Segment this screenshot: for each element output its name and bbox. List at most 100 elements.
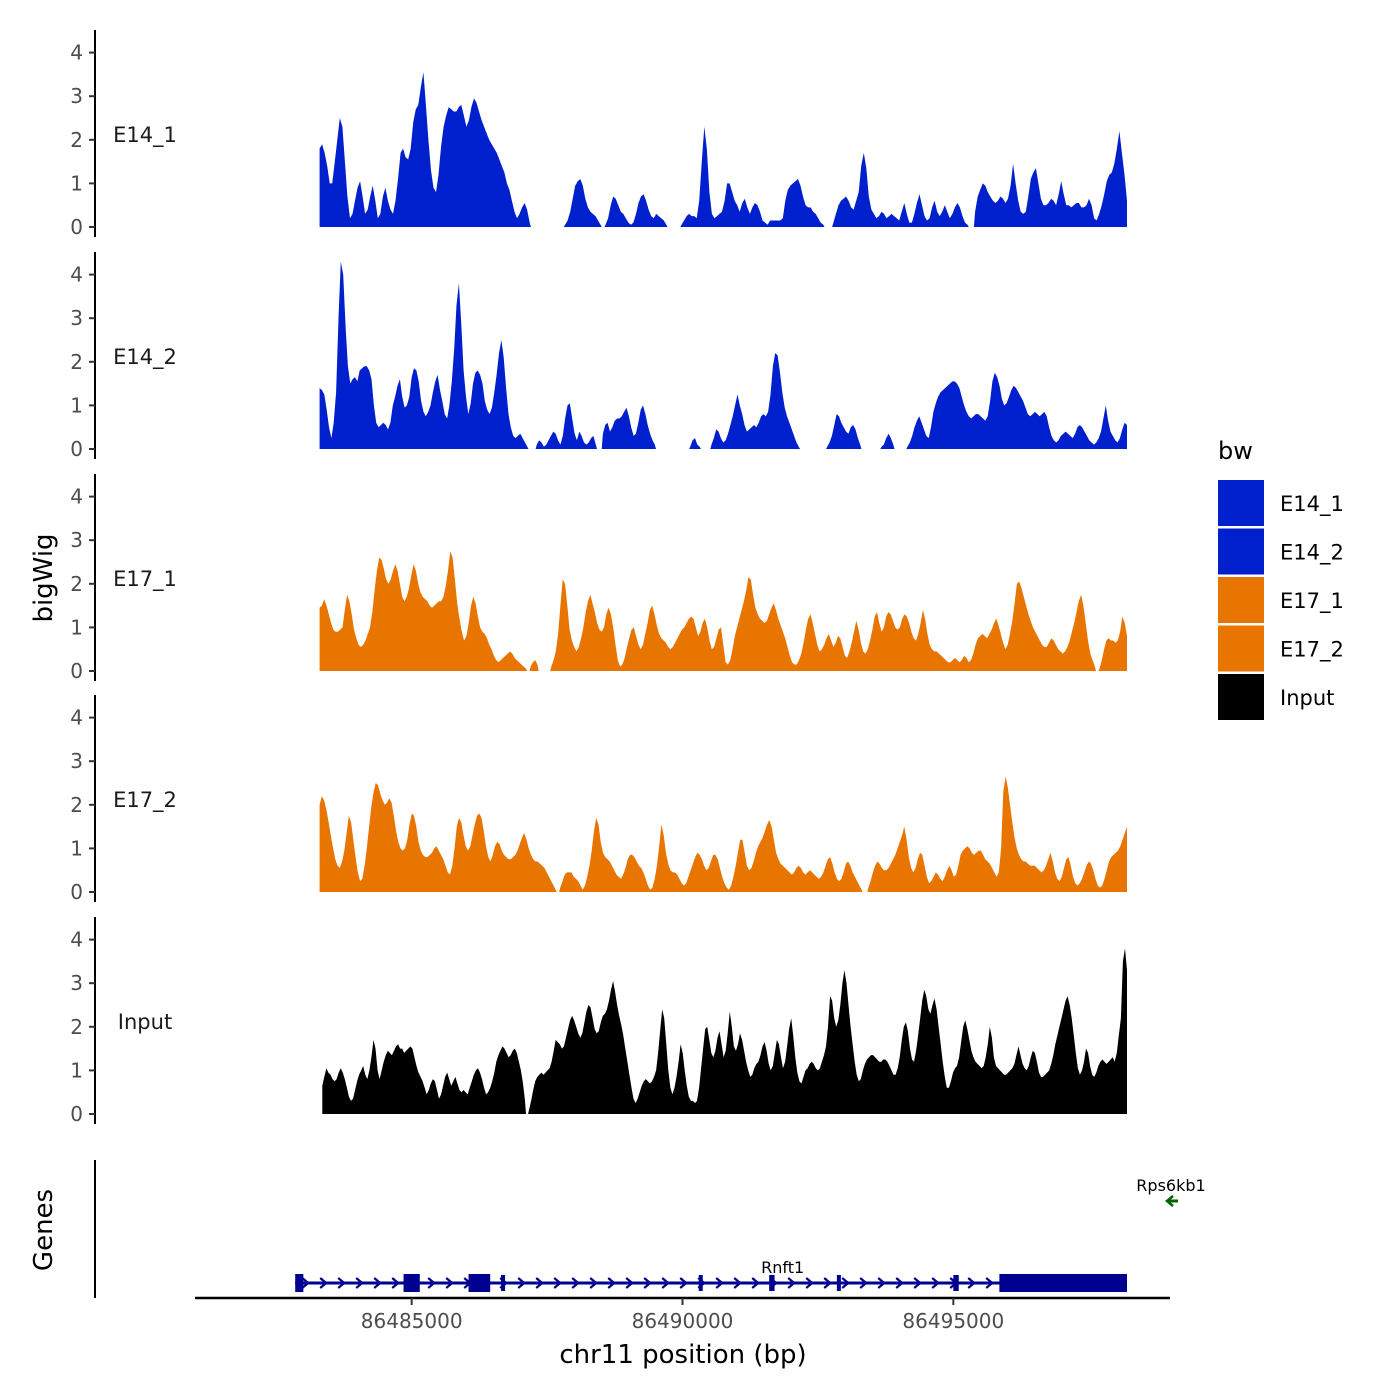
y-tick-label: 1: [70, 836, 83, 860]
strand-arrow: [625, 1277, 634, 1289]
strand-arrow: [877, 1277, 886, 1289]
strand-arrow: [643, 1277, 652, 1289]
legend-title: bw: [1218, 437, 1253, 465]
legend-entry-input: Input: [1218, 674, 1334, 720]
y-tick-label: 2: [70, 128, 83, 152]
y-tick-label: 4: [70, 706, 83, 730]
strand-arrow: [715, 1277, 724, 1289]
y-tick-label: 2: [70, 1015, 83, 1039]
exon: [836, 1275, 841, 1291]
strand-arrow: [823, 1277, 832, 1289]
y-tick-label: 0: [70, 880, 83, 904]
genes-panel: Rnft1 Rps6kb1: [94, 1160, 1206, 1298]
exon: [295, 1274, 304, 1292]
exon: [999, 1274, 1127, 1292]
y-tick-label: 2: [70, 350, 83, 374]
legend: E14_1 E14_2 E17_1 E17_2 Input: [1218, 480, 1344, 720]
strand-arrow: [751, 1277, 760, 1289]
exon: [403, 1274, 420, 1292]
legend-key: [1218, 528, 1264, 575]
strand-arrow: [607, 1277, 616, 1289]
gene-label: Rps6kb1: [1136, 1176, 1205, 1195]
y-axis-title: bigWig: [29, 533, 59, 622]
exon: [698, 1275, 703, 1291]
strand-arrow: [301, 1277, 310, 1289]
strand-arrow: [859, 1277, 868, 1289]
legend-key: [1218, 577, 1264, 623]
strand-arrow: [967, 1277, 976, 1289]
x-axis-title: chr11 position (bp): [559, 1340, 806, 1370]
track-e14-2: 0 1 2 3 4 E14_2: [70, 252, 1128, 461]
strand-arrow: [985, 1277, 994, 1289]
strand-arrow: [571, 1277, 580, 1289]
strand-arrow: [373, 1277, 382, 1289]
x-axis: 86485000 86490000 86495000: [195, 1296, 1170, 1333]
signal-tracks: 0 1 2 3 4 E14_1 0 1 2 3 4 E14_2 0 1 2 3 4 E17_1 0 1 2 3 4 E17_2…: [70, 30, 1128, 1126]
gene-rps6kb1: Rps6kb1: [1136, 1176, 1206, 1207]
y-tick-label: 4: [70, 928, 83, 952]
y-tick-label: 1: [70, 615, 83, 639]
track-e17-2: 0 1 2 3 4 E17_2: [70, 695, 1128, 904]
signal-area-input: [322, 948, 1127, 1114]
strand-arrow: [913, 1277, 922, 1289]
strand-arrow: [679, 1277, 688, 1289]
strand-arrow: [661, 1277, 670, 1289]
y-tick-label: 3: [70, 528, 83, 552]
legend-key: [1218, 480, 1264, 526]
exon: [501, 1275, 506, 1291]
strand-arrow: [355, 1277, 364, 1289]
exon: [468, 1274, 491, 1292]
track-e17-1: 0 1 2 3 4 E17_1: [70, 474, 1128, 683]
exon: [953, 1275, 959, 1291]
y-tick-label: 0: [70, 437, 83, 461]
y-tick-label: 3: [70, 84, 83, 108]
legend-label: E17_1: [1280, 589, 1344, 614]
strand-arrow: [337, 1277, 346, 1289]
legend-entry-e17-1: E17_1: [1218, 577, 1344, 623]
y-tick-label: 1: [70, 393, 83, 417]
y-tick-label: 3: [70, 971, 83, 995]
legend-entry-e14-2: E14_2: [1218, 528, 1344, 575]
x-tick-label: 86495000: [902, 1309, 1004, 1333]
strand-arrow: [733, 1277, 742, 1289]
signal-area-e14-1: [319, 72, 1128, 227]
genes-axis-title: Genes: [29, 1189, 59, 1271]
legend-entry-e14-1: E14_1: [1218, 480, 1344, 526]
y-tick-label: 4: [70, 485, 83, 509]
y-tick-label: 4: [70, 263, 83, 287]
strand-arrow: [535, 1277, 544, 1289]
exon: [769, 1275, 775, 1291]
y-tick-label: 3: [70, 749, 83, 773]
strand-arrow: [841, 1277, 850, 1289]
y-tick-label: 2: [70, 572, 83, 596]
track-label: E17_1: [113, 567, 177, 592]
strand-arrow: [805, 1277, 814, 1289]
y-tick-label: 0: [70, 215, 83, 239]
track-label: E14_1: [113, 123, 177, 148]
track-input: 0 1 2 3 4 Input: [70, 917, 1127, 1126]
y-tick-label: 3: [70, 306, 83, 330]
legend-label: E17_2: [1280, 638, 1344, 663]
legend-label: E14_2: [1280, 541, 1344, 566]
legend-label: Input: [1280, 686, 1334, 710]
track-e14-1: 0 1 2 3 4 E14_1: [70, 30, 1128, 239]
strand-arrow: [445, 1277, 454, 1289]
x-tick-label: 86490000: [632, 1309, 734, 1333]
y-tick-label: 1: [70, 1058, 83, 1082]
strand-arrow: [1165, 1195, 1174, 1207]
legend-label: E14_1: [1280, 492, 1344, 517]
track-label: Input: [118, 1010, 172, 1034]
track-label: E14_2: [113, 345, 177, 370]
y-tick-label: 4: [70, 41, 83, 65]
strand-arrow: [931, 1277, 940, 1289]
y-tick-label: 1: [70, 171, 83, 195]
y-tick-label: 0: [70, 659, 83, 683]
y-tick-label: 2: [70, 793, 83, 817]
signal-area-e17-2: [319, 776, 1128, 892]
signal-area-e17-1: [319, 551, 1128, 671]
strand-arrow: [517, 1277, 526, 1289]
strand-arrow: [391, 1277, 400, 1289]
strand-arrow: [553, 1277, 562, 1289]
strand-arrow: [787, 1277, 796, 1289]
strand-arrow: [427, 1277, 436, 1289]
